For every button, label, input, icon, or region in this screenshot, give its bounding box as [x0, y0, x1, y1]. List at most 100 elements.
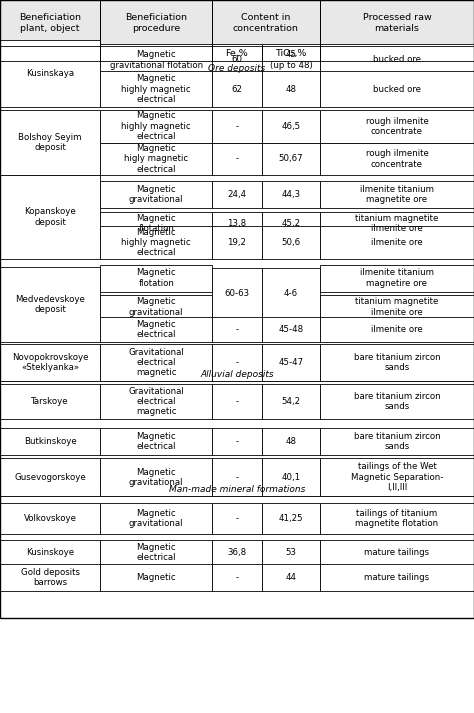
Text: Medvedevskoye
deposit: Medvedevskoye deposit	[15, 294, 85, 314]
Bar	[100, 458, 212, 496]
Text: Magnetic
electrical: Magnetic electrical	[137, 431, 176, 451]
Text: Man-made mineral formations: Man-made mineral formations	[169, 485, 305, 493]
Bar	[100, 212, 212, 235]
Text: -: -	[236, 437, 238, 446]
Text: 62: 62	[231, 85, 243, 93]
Text: -: -	[236, 358, 238, 367]
Bar	[320, 44, 474, 76]
Text: tailings of titanium
magnetite flotation: tailings of titanium magnetite flotation	[356, 508, 438, 528]
Text: -: -	[236, 325, 238, 334]
Text: Gusevogorskoye: Gusevogorskoye	[14, 473, 86, 482]
Text: Kopanskoye
deposit: Kopanskoye deposit	[24, 207, 76, 227]
Bar	[100, 46, 212, 61]
Bar	[100, 0, 212, 46]
Bar	[0, 175, 100, 259]
Bar	[262, 317, 320, 342]
Bar	[262, 428, 320, 455]
Bar	[212, 384, 262, 419]
Bar	[100, 428, 212, 455]
Bar	[212, 226, 262, 259]
Bar	[320, 428, 474, 455]
Text: 44: 44	[285, 573, 297, 582]
Text: Tarskoye: Tarskoye	[31, 397, 69, 406]
Text: 44,3: 44,3	[282, 190, 301, 199]
Bar	[262, 384, 320, 419]
Bar	[100, 295, 212, 319]
Text: bare titanium zircon
sands: bare titanium zircon sands	[354, 431, 440, 451]
Text: TiO₂,%: TiO₂,%	[275, 49, 307, 58]
Bar	[262, 226, 320, 259]
Bar	[0, 503, 100, 534]
Text: Fe,%: Fe,%	[226, 49, 248, 58]
Bar	[100, 344, 212, 381]
Text: Magnetic
gravitational: Magnetic gravitational	[129, 185, 183, 205]
Text: Kusinskoye: Kusinskoye	[26, 548, 74, 557]
Bar	[0, 564, 100, 591]
Text: ilmenite ore: ilmenite ore	[371, 325, 423, 334]
Bar	[100, 384, 212, 419]
Bar	[320, 143, 474, 175]
Text: Magnetic
higly magnetic
electrical: Magnetic higly magnetic electrical	[124, 144, 188, 174]
Bar	[320, 46, 474, 61]
Text: 54,2: 54,2	[282, 397, 301, 406]
Bar	[262, 503, 320, 534]
Text: titanium magnetite
ilmenite ore: titanium magnetite ilmenite ore	[356, 297, 438, 317]
Text: bucked ore: bucked ore	[373, 56, 421, 64]
Text: 48: 48	[285, 437, 297, 446]
Text: -: -	[236, 397, 238, 406]
Bar	[100, 71, 212, 107]
Text: Beneficiation
plant, object: Beneficiation plant, object	[19, 14, 81, 33]
Text: ilmenite titanium
magnetire ore: ilmenite titanium magnetire ore	[360, 268, 434, 288]
Bar	[100, 317, 212, 342]
Text: ilmenite titanium
magnetite ore: ilmenite titanium magnetite ore	[360, 185, 434, 205]
Text: -: -	[236, 155, 238, 163]
Text: Bolshoy Seyim
deposit: Bolshoy Seyim deposit	[18, 133, 82, 153]
Text: Butkinskoye: Butkinskoye	[24, 437, 77, 446]
Text: 60: 60	[231, 56, 243, 64]
Bar	[0, 428, 100, 455]
Bar	[212, 44, 262, 76]
Bar	[0, 458, 100, 496]
Bar	[320, 212, 474, 235]
Text: Magnetic: Magnetic	[137, 573, 176, 582]
Bar	[320, 458, 474, 496]
Bar	[0, 0, 474, 618]
Bar	[100, 44, 212, 76]
Text: ilmenite ore: ilmenite ore	[371, 238, 423, 247]
Bar	[0, 110, 100, 175]
Text: 45,2: 45,2	[282, 219, 301, 228]
Bar	[212, 46, 262, 61]
Text: Content in
concentration: Content in concentration	[233, 14, 299, 33]
Text: -: -	[236, 514, 238, 523]
Bar	[212, 458, 262, 496]
Text: Processed raw
materials: Processed raw materials	[363, 14, 431, 33]
Bar	[212, 317, 262, 342]
Text: Magnetic
highly magnetic
electrical: Magnetic highly magnetic electrical	[121, 227, 191, 257]
Bar	[262, 458, 320, 496]
Text: tailings of the Wet
Magnetic Separation-
I,II,III: tailings of the Wet Magnetic Separation-…	[351, 463, 443, 492]
Text: 4-6: 4-6	[284, 289, 298, 298]
Text: 45-47: 45-47	[278, 358, 304, 367]
Bar	[262, 344, 320, 381]
Bar	[320, 540, 474, 565]
Bar	[262, 110, 320, 143]
Text: 60-63: 60-63	[224, 289, 250, 298]
Text: mature tailings: mature tailings	[365, 573, 429, 582]
Text: mature tailings: mature tailings	[365, 548, 429, 557]
Text: Gold deposits
barrows: Gold deposits barrows	[21, 568, 80, 588]
Bar	[0, 0, 100, 46]
Text: 45
(up to 48): 45 (up to 48)	[270, 50, 312, 70]
Text: Novopokrovskoye
«Steklyanka»: Novopokrovskoye «Steklyanka»	[12, 353, 89, 372]
Bar	[100, 564, 212, 591]
Bar	[212, 0, 320, 46]
Text: 46,5: 46,5	[282, 122, 301, 130]
Text: Magnetic
flotation: Magnetic flotation	[137, 268, 176, 288]
Bar	[262, 540, 320, 565]
Text: bucked ore: bucked ore	[373, 85, 421, 93]
Text: Magnetic
gravitational: Magnetic gravitational	[129, 297, 183, 317]
Text: Ore deposits: Ore deposits	[209, 64, 265, 73]
Bar	[212, 181, 262, 208]
Bar	[262, 564, 320, 591]
Text: Magnetic
electrical: Magnetic electrical	[137, 320, 176, 339]
Text: -: -	[236, 473, 238, 482]
